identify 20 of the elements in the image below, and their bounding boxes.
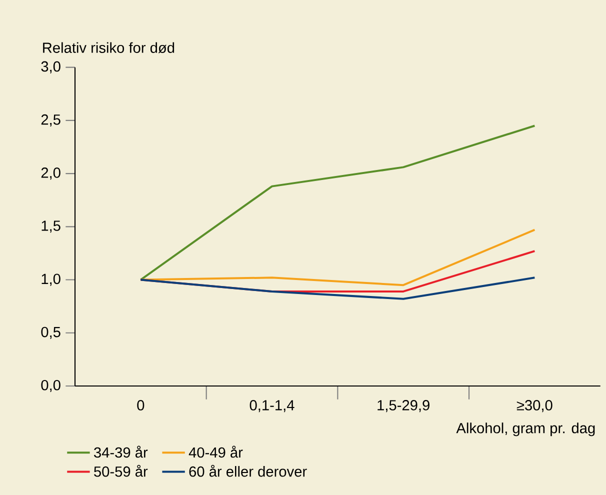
- y-tick-label: 1,5: [42, 220, 60, 233]
- y-tick-label: 2,0: [41, 168, 60, 180]
- y-tick-label: 0,5: [41, 326, 60, 339]
- x-tick-label: 1,5-29,9: [378, 400, 430, 412]
- y-tick-label: 1,0: [42, 274, 60, 286]
- y-tick-label: 2,5: [41, 114, 60, 126]
- legend-label: 60 år eller derover: [189, 464, 307, 477]
- line-series: [140, 228, 536, 286]
- legend-label: 40-49 år: [188, 446, 243, 458]
- y-tick-label: 0,0: [41, 380, 60, 392]
- x-tick-label: 0: [137, 400, 144, 410]
- x-tick-label: ≥30,0: [516, 400, 552, 412]
- x-tick-label: 0,1-1,4: [250, 400, 294, 412]
- legend-label: 50-59 år: [94, 464, 148, 477]
- x-axis-title: Alkohol, gram pr. dag: [456, 422, 595, 436]
- line-series: [140, 124, 536, 281]
- y-axis-title: Relativ risiko for død: [43, 42, 174, 54]
- y-tick-label: 3,0: [41, 61, 60, 74]
- legend-label: 34-39 år: [94, 446, 148, 458]
- line-series: [140, 276, 536, 300]
